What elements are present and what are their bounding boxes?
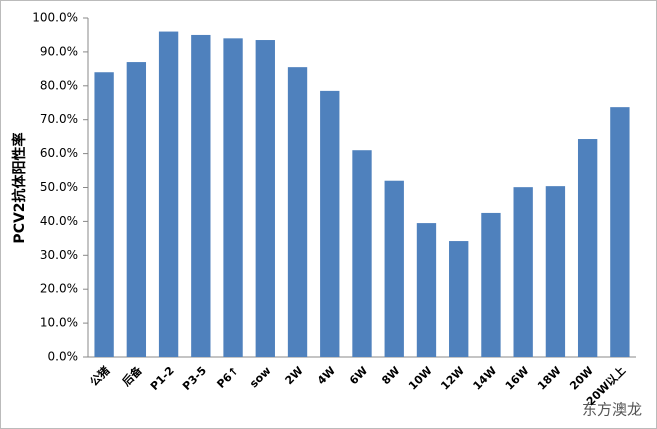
- y-tick-label: 80.0%: [40, 78, 78, 92]
- bar: [191, 34, 211, 357]
- bar: [449, 241, 469, 357]
- bar: [223, 38, 243, 358]
- watermark: 东方澳龙: [582, 401, 642, 419]
- y-tick-label: 90.0%: [40, 44, 78, 58]
- bar: [577, 139, 598, 357]
- y-tick-label: 10.0%: [40, 316, 78, 330]
- bar: [384, 180, 404, 357]
- bar: [94, 72, 114, 358]
- y-tick-label: 50.0%: [40, 180, 78, 194]
- bar: [255, 40, 275, 357]
- y-tick-label: 20.0%: [40, 282, 78, 296]
- bar: [287, 67, 308, 357]
- y-tick-label: 0.0%: [48, 350, 79, 364]
- bar: [352, 150, 372, 357]
- y-tick-label: 40.0%: [40, 214, 78, 228]
- y-axis-title: PCV2抗体阳性率: [11, 132, 28, 243]
- bar: [416, 223, 437, 357]
- bar: [545, 186, 566, 357]
- bar: [610, 107, 630, 357]
- bar: [158, 31, 179, 358]
- y-tick-label: 60.0%: [40, 146, 78, 160]
- bar: [320, 90, 340, 357]
- y-tick-label: 30.0%: [40, 248, 78, 262]
- bar: [126, 62, 147, 357]
- bar: [513, 187, 533, 357]
- y-tick-label: 70.0%: [40, 112, 78, 126]
- y-tick-label: 100.0%: [32, 11, 78, 25]
- bar: [481, 212, 501, 357]
